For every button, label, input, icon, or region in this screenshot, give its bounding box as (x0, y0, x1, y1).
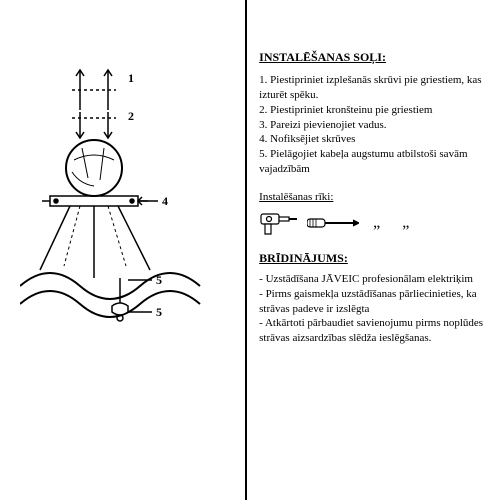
warning-2: - Pirms gaismekļa uzstādīšanas pārliecin… (259, 287, 488, 317)
warning-heading: BRĪDINĀJUMS: (259, 251, 488, 266)
callout-5a: 5 (156, 273, 162, 287)
screwdriver-icon (307, 216, 359, 230)
tools-heading: Instalēšanas rīki: (259, 191, 488, 203)
text-panel: INSTALĒŠANAS SOĻI: 1. Piestipriniet izpl… (245, 0, 500, 500)
install-heading: INSTALĒŠANAS SOĻI: (259, 50, 488, 65)
instruction-page: 1 2 (0, 0, 500, 500)
mounting-diagram: 1 2 (20, 60, 235, 360)
step-1: 1. Piestipriniet izplešanās skrūvi pie g… (259, 73, 488, 103)
tools-row: „ „ (259, 209, 488, 237)
warning-3: - Atkārtoti pārbaudiet savienojumu pirms… (259, 316, 488, 346)
diagram-panel: 1 2 (0, 0, 245, 500)
step-3: 3. Pareizi pievienojiet vadus. (259, 118, 488, 133)
warning-1: - Uzstādīšana JĀVEIC profesionālam elekt… (259, 272, 488, 287)
drill-icon (259, 210, 299, 236)
step-2: 2. Piestipriniet kronšteinu pie griestie… (259, 103, 488, 118)
callout-2: 2 (128, 109, 134, 123)
install-steps: 1. Piestipriniet izplešanās skrūvi pie g… (259, 73, 488, 177)
callout-4: 4 (162, 194, 168, 208)
ditto-2: „ (396, 214, 417, 232)
callout-1: 1 (128, 71, 134, 85)
warning-list: - Uzstādīšana JĀVEIC profesionālam elekt… (259, 272, 488, 346)
ditto-1: „ (367, 214, 388, 232)
step-5: 5. Pielāgojiet kabeļa augstumu atbilstoš… (259, 147, 488, 177)
callout-5b: 5 (156, 305, 162, 319)
step-4: 4. Nofiksējiet skrūves (259, 132, 488, 147)
